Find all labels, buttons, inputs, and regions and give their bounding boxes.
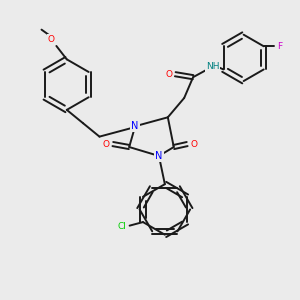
Text: N: N xyxy=(155,151,163,161)
Text: O: O xyxy=(165,70,172,79)
Text: F: F xyxy=(278,42,283,51)
Text: NH: NH xyxy=(206,62,219,71)
Text: N: N xyxy=(131,121,139,131)
Text: O: O xyxy=(103,140,110,148)
Text: Cl: Cl xyxy=(118,222,127,231)
Text: O: O xyxy=(47,35,55,44)
Text: O: O xyxy=(190,140,197,148)
